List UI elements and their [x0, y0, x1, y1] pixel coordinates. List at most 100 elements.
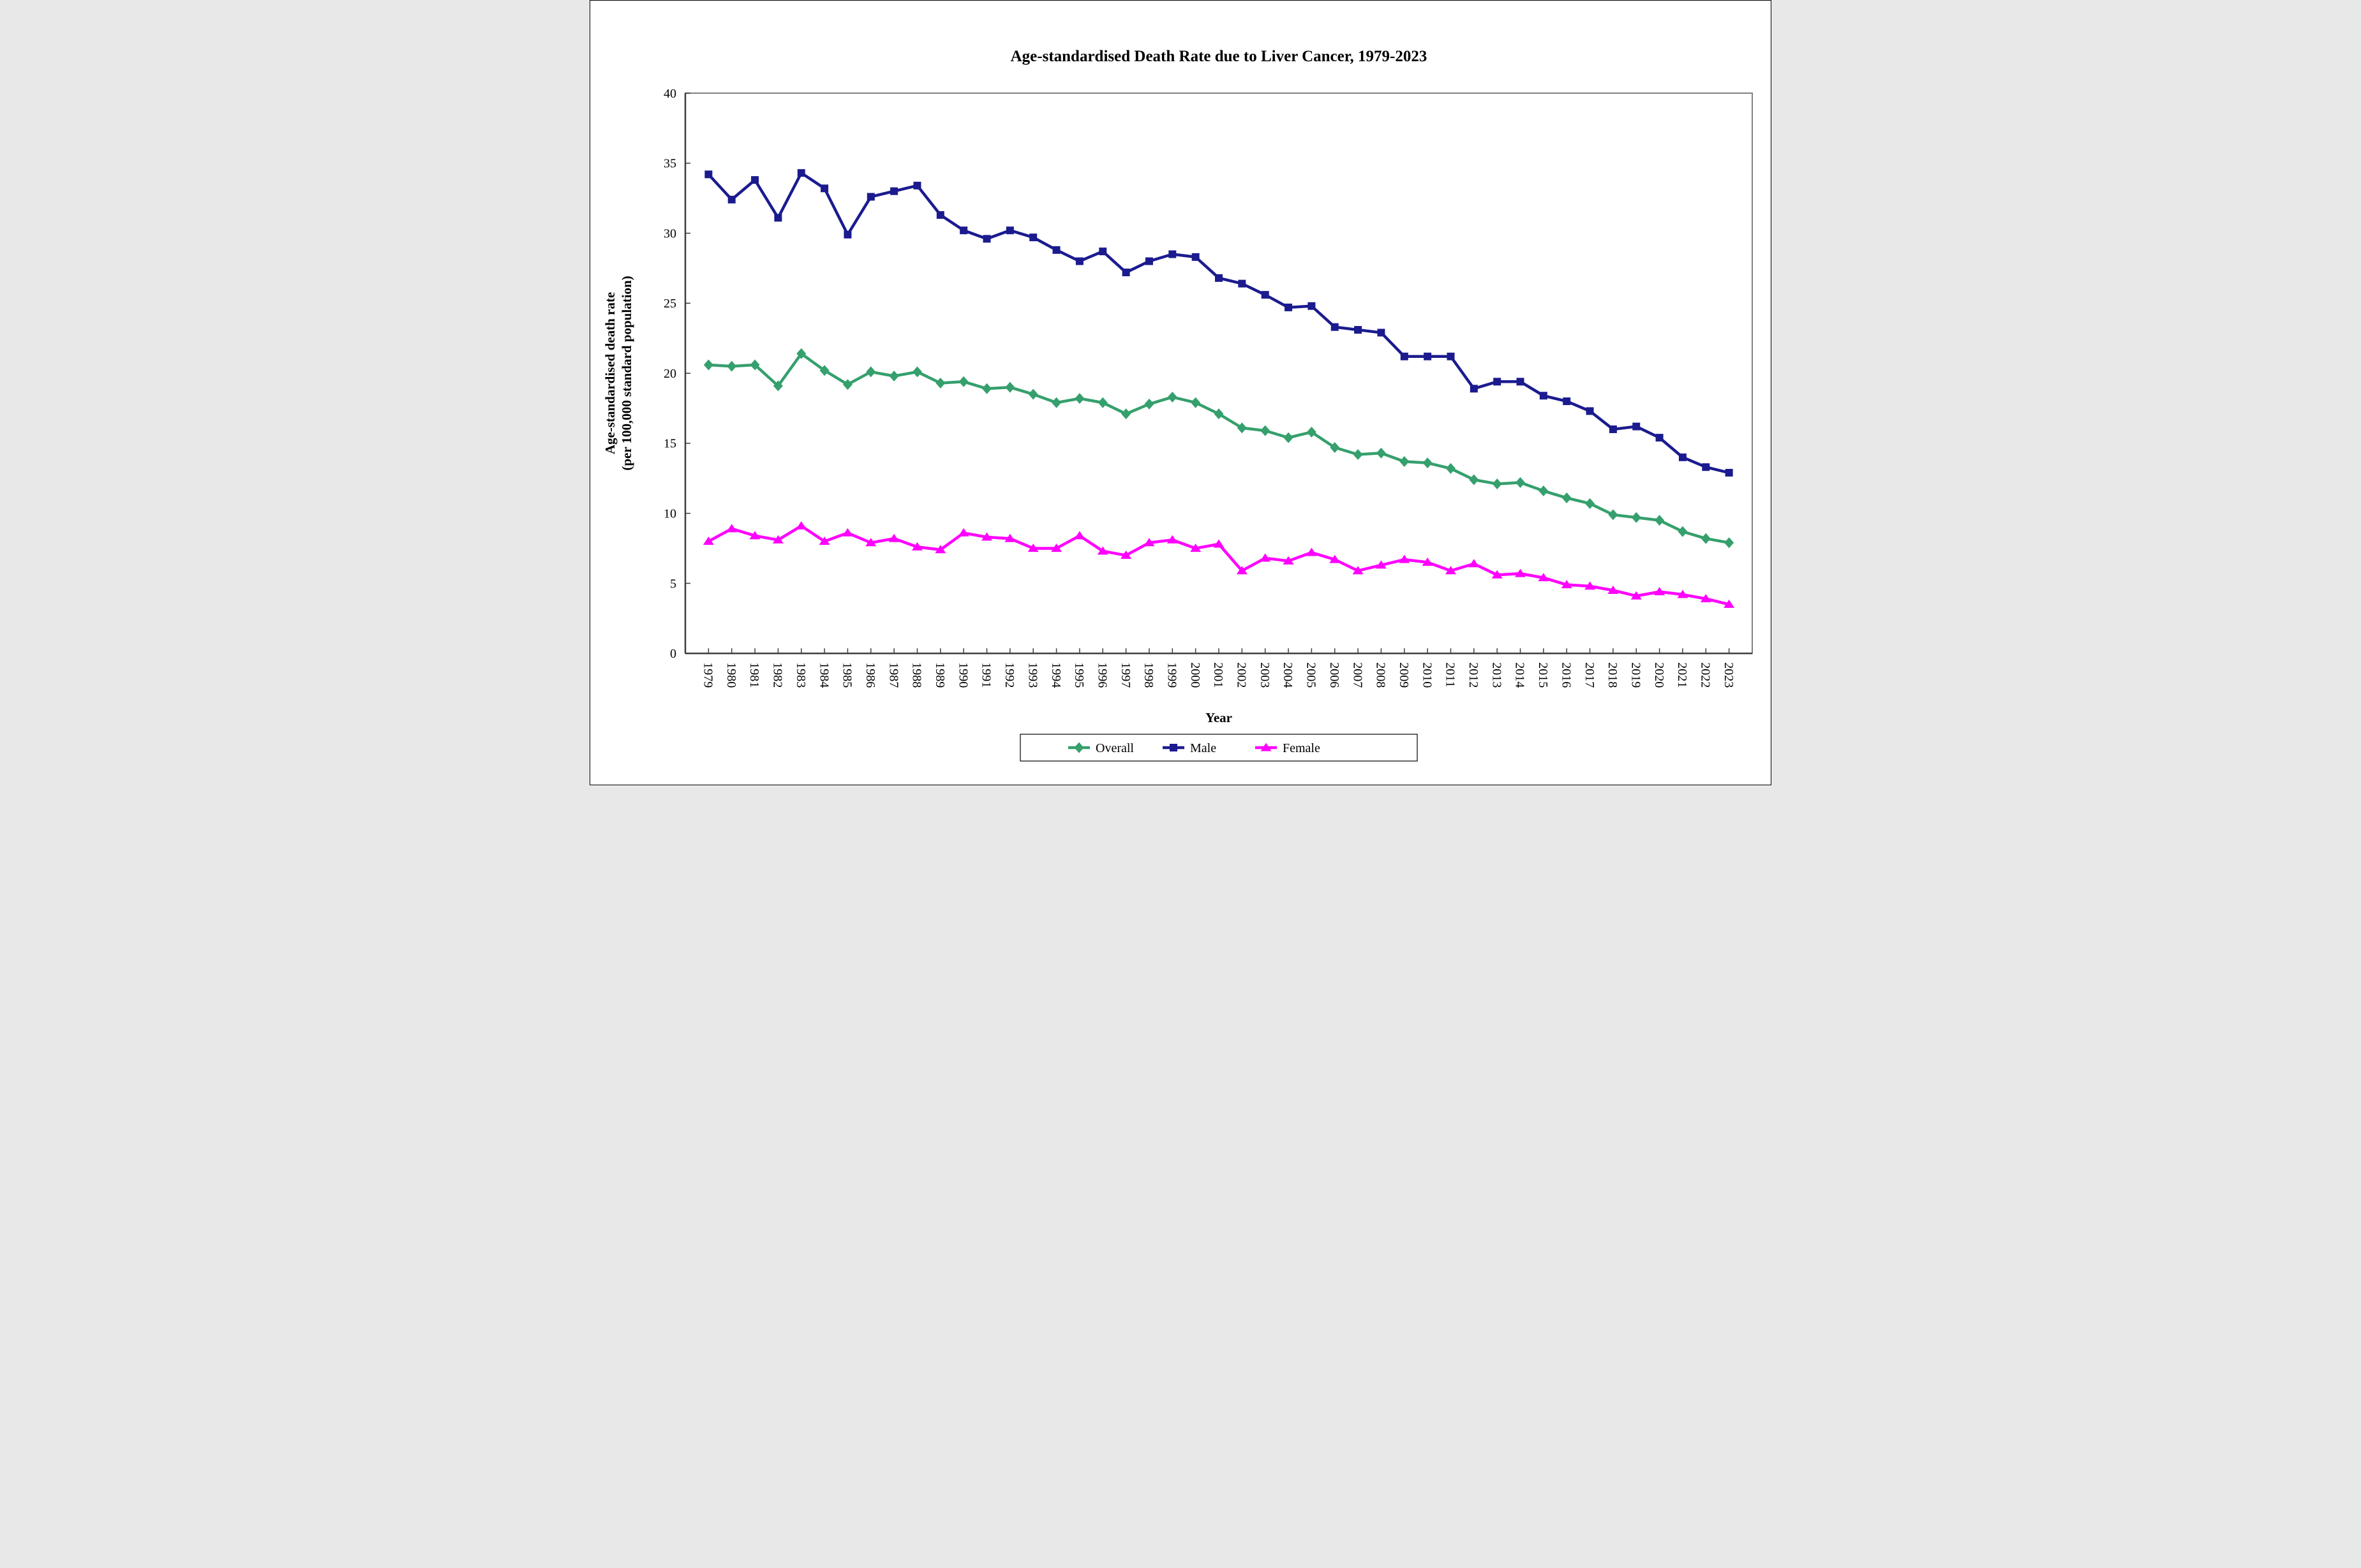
overall-point-2001 [1214, 408, 1224, 420]
x-tick-label-2014: 2014 [1513, 662, 1527, 688]
female-point-2010 [1422, 558, 1433, 566]
x-tick-label-1979: 1979 [701, 662, 715, 688]
x-tick-label-1998: 1998 [1142, 662, 1156, 688]
liver-cancer-death-rate-chart: Age-standardised Death Rate due to Liver… [602, 48, 1753, 762]
y-tick-label-30: 30 [664, 226, 676, 240]
y-tick-label-15: 15 [664, 437, 676, 451]
female-point-2000 [1190, 544, 1202, 552]
male-point-2018 [1609, 425, 1617, 433]
male-point-1998 [1145, 257, 1153, 265]
x-tick-label-2012: 2012 [1466, 662, 1480, 688]
x-tick-label-2008: 2008 [1374, 662, 1388, 688]
x-tick-label-1993: 1993 [1025, 662, 1039, 688]
male-point-2023 [1725, 469, 1733, 477]
overall-point-2016 [1561, 492, 1572, 504]
female-point-1989 [935, 545, 946, 554]
x-tick-label-2016: 2016 [1559, 662, 1573, 688]
male-point-2022 [1702, 463, 1710, 471]
male-point-1995 [1075, 257, 1084, 265]
overall-point-2010 [1422, 457, 1433, 469]
female-point-1981 [749, 531, 761, 540]
x-tick-label-2007: 2007 [1350, 662, 1364, 688]
x-tick-label-1987: 1987 [886, 662, 900, 688]
male-point-2017 [1586, 407, 1594, 415]
female-point-1990 [958, 528, 969, 536]
x-tick-label-2001: 2001 [1211, 662, 1225, 688]
female-point-1987 [888, 533, 900, 542]
x-tick-label-2021: 2021 [1675, 662, 1689, 688]
female-point-1986 [865, 538, 877, 547]
x-axis-title: Year [1205, 710, 1232, 725]
male-point-1986 [867, 193, 875, 201]
plot-frame [685, 92, 1753, 655]
legend-marker-female [1260, 743, 1272, 751]
male-point-2019 [1632, 422, 1641, 431]
x-tick-label-1990: 1990 [956, 662, 970, 688]
male-point-1996 [1099, 248, 1107, 256]
female-point-1979 [703, 536, 714, 545]
overall-point-1996 [1098, 397, 1108, 408]
x-tick-label-2003: 2003 [1258, 662, 1272, 688]
overall-point-1998 [1144, 398, 1154, 410]
x-tick-label-2002: 2002 [1235, 662, 1249, 688]
female-point-1985 [842, 528, 853, 536]
x-tick-label-1981: 1981 [747, 662, 761, 688]
male-point-1979 [704, 170, 713, 179]
male-point-2016 [1563, 397, 1571, 406]
male-point-1993 [1029, 233, 1038, 242]
legend-marker-male [1170, 744, 1177, 751]
y-tick-label-5: 5 [670, 577, 676, 591]
overall-point-1994 [1052, 397, 1062, 408]
x-tick-label-1982: 1982 [771, 662, 785, 688]
x-tick-label-2017: 2017 [1583, 662, 1597, 688]
male-point-2004 [1285, 303, 1293, 311]
y-axis-title-line1: Age-standardised death rate [602, 292, 618, 454]
overall-point-2021 [1678, 526, 1688, 537]
x-tick-label-2019: 2019 [1628, 662, 1642, 688]
overall-point-1983 [796, 348, 807, 359]
y-tick-label-25: 25 [664, 297, 676, 311]
overall-point-1997 [1121, 408, 1131, 420]
male-point-1997 [1122, 269, 1130, 277]
female-point-2014 [1515, 568, 1526, 577]
female-point-1994 [1051, 544, 1062, 552]
female-point-1984 [819, 536, 830, 545]
overall-point-2015 [1538, 485, 1549, 497]
male-point-2012 [1470, 385, 1478, 393]
male-point-1994 [1052, 246, 1061, 254]
overall-series-line [707, 352, 1731, 545]
overall-point-2008 [1376, 447, 1386, 459]
y-axis-title-line2: (per 100,000 standard population) [619, 276, 634, 470]
overall-point-1987 [889, 371, 899, 382]
x-tick-label-2010: 2010 [1420, 662, 1434, 688]
overall-point-2006 [1330, 441, 1340, 453]
female-point-2003 [1260, 553, 1271, 562]
male-point-2001 [1215, 274, 1223, 282]
overall-point-2007 [1353, 448, 1363, 460]
x-tick-label-1984: 1984 [817, 662, 831, 688]
female-point-1997 [1121, 551, 1132, 559]
y-tick-label-0: 0 [670, 647, 676, 661]
chart-page: Age-standardised Death Rate due to Liver… [590, 0, 1771, 785]
male-point-2005 [1307, 302, 1316, 310]
male-point-1982 [774, 214, 782, 222]
overall-point-2014 [1516, 477, 1526, 488]
x-tick-label-2006: 2006 [1327, 662, 1341, 688]
overall-point-1980 [727, 360, 737, 372]
x-tick-label-1986: 1986 [863, 662, 877, 688]
overall-point-2009 [1399, 455, 1410, 467]
male-point-1999 [1168, 250, 1177, 258]
female-point-1998 [1143, 538, 1155, 547]
female-point-2002 [1236, 566, 1248, 575]
female-point-2019 [1630, 591, 1642, 600]
overall-point-2017 [1585, 498, 1595, 509]
male-point-1981 [751, 176, 759, 184]
chart-title: Age-standardised Death Rate due to Liver… [1011, 48, 1427, 65]
female-point-2022 [1700, 594, 1711, 603]
overall-point-1981 [750, 359, 760, 371]
overall-point-2002 [1237, 422, 1247, 434]
overall-point-1984 [819, 365, 830, 376]
male-point-2007 [1354, 326, 1362, 334]
female-point-1993 [1027, 544, 1039, 552]
female-point-2007 [1352, 566, 1364, 575]
